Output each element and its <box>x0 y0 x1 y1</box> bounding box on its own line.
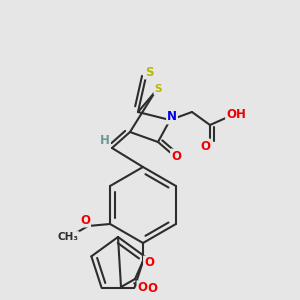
Text: H: H <box>100 134 110 146</box>
Text: O: O <box>171 149 181 163</box>
Text: O: O <box>80 214 90 226</box>
Text: CH₃: CH₃ <box>58 232 79 242</box>
Text: O: O <box>200 140 210 152</box>
Text: OH: OH <box>226 109 246 122</box>
Text: O: O <box>137 281 148 294</box>
Text: S: S <box>154 84 162 94</box>
Text: O: O <box>144 256 154 269</box>
Text: S: S <box>145 65 153 79</box>
Text: N: N <box>167 110 177 124</box>
Text: O: O <box>147 283 157 296</box>
